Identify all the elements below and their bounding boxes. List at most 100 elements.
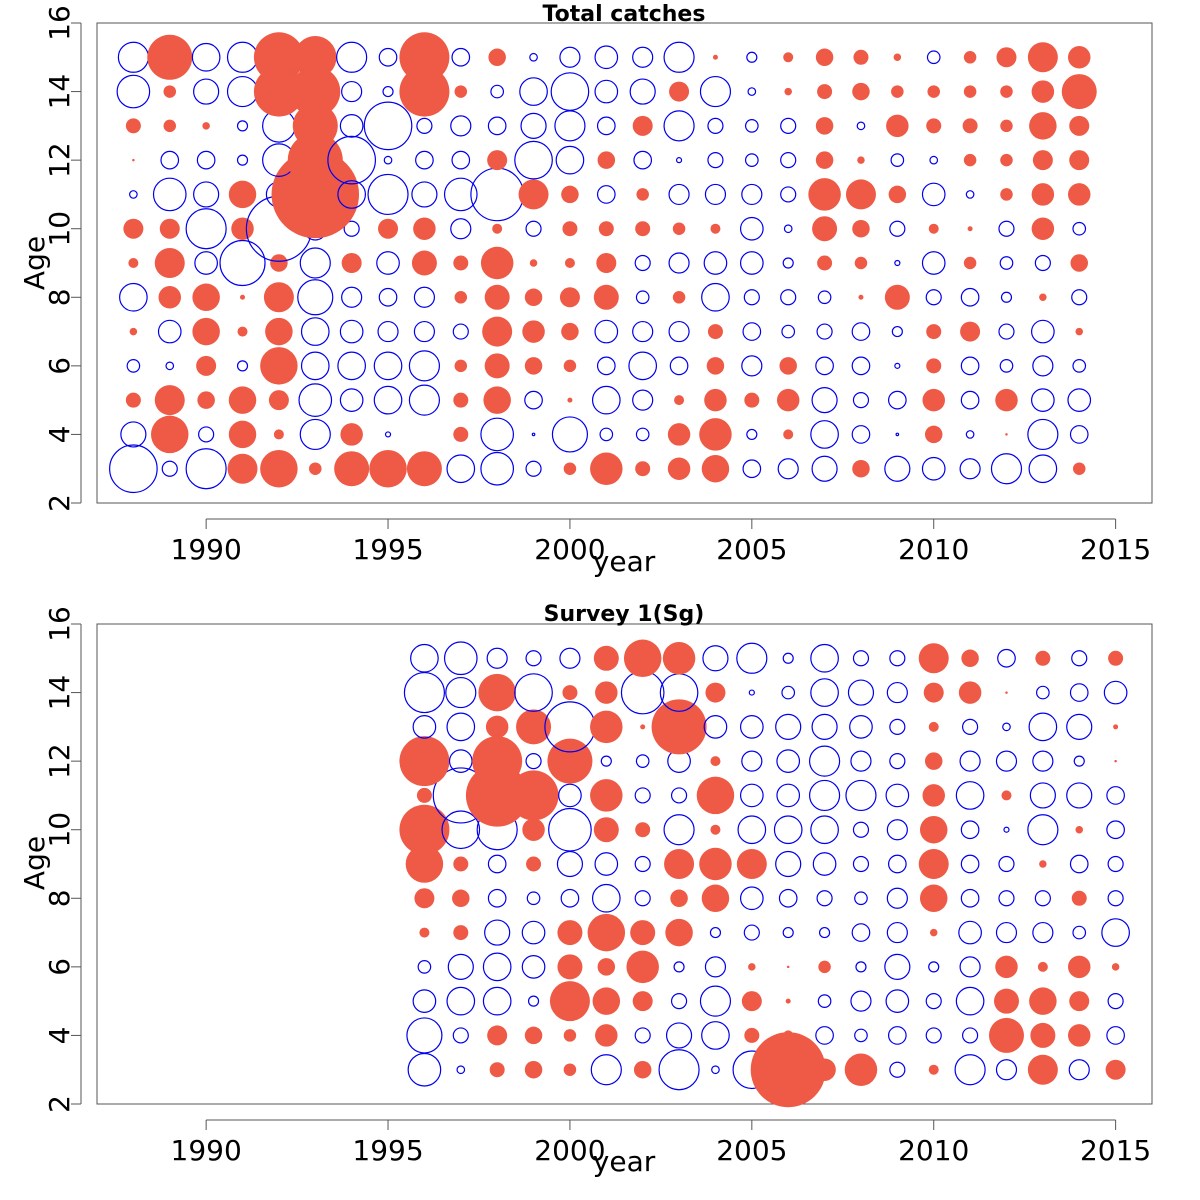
y-tick-label: 12 (43, 743, 76, 779)
bubble-positive (562, 685, 578, 701)
bubble-negative (451, 150, 471, 170)
x-tick-label: 2005 (716, 533, 787, 566)
bubble-negative (741, 750, 763, 772)
bubble-negative (960, 854, 980, 874)
y-tick-label: 8 (43, 889, 76, 907)
bubble-negative (594, 852, 619, 876)
bubble-positive (922, 388, 945, 412)
bubble-negative (747, 87, 757, 96)
bubble-negative (780, 186, 797, 203)
bubble-negative (198, 426, 215, 443)
bubble-negative (962, 1027, 979, 1044)
bubble-negative (1032, 355, 1054, 377)
bubble-positive (993, 988, 1019, 1014)
bubble-negative (960, 287, 980, 307)
bubble-negative (668, 252, 690, 274)
bubble-positive (672, 222, 686, 235)
bubble-negative (817, 994, 832, 1008)
bubble-negative (808, 779, 841, 812)
bubble-positive (592, 987, 621, 1015)
bubble-negative (891, 325, 903, 338)
bubble-positive (1000, 85, 1013, 98)
bubble-positive (1031, 217, 1055, 240)
x-tick-label: 2000 (534, 533, 605, 566)
bubble-negative (742, 322, 762, 341)
bubble-negative (410, 643, 439, 673)
bubble-positive (712, 54, 718, 60)
bubble-positive (260, 449, 298, 488)
bubble-positive (265, 317, 293, 346)
bubble-negative (373, 351, 403, 381)
bubble-positive (815, 48, 834, 67)
y-tick-label: 14 (43, 74, 76, 110)
bubble-negative (551, 416, 589, 453)
bubble-negative (701, 1021, 730, 1050)
bubble-negative (1028, 454, 1058, 484)
bubble-positive (125, 118, 141, 134)
bubble-negative (1107, 993, 1124, 1010)
bubble-positive (1000, 119, 1013, 133)
bubble-negative (886, 921, 908, 944)
bubble-negative (1003, 826, 1010, 833)
bubble-negative (954, 1054, 986, 1086)
bubble-positive (340, 423, 363, 446)
bubble-positive (399, 32, 450, 83)
bubble-positive (595, 681, 618, 704)
bubble-negative (412, 989, 437, 1013)
bubble-negative (704, 183, 727, 206)
bubble-positive (260, 347, 298, 385)
bubble-negative (487, 116, 507, 136)
bubble-negative (1072, 221, 1087, 236)
bubble-positive (1069, 991, 1090, 1012)
bubble-positive (163, 119, 177, 133)
bubble-negative (634, 855, 651, 873)
bubble-negative (851, 322, 871, 341)
bubble-positive (1001, 790, 1012, 801)
bubble-negative (1002, 722, 1011, 732)
bubble-positive (557, 954, 583, 980)
plot-frame (96, 623, 1153, 1105)
bubble-positive (563, 359, 577, 373)
bubble-negative (925, 1027, 942, 1044)
bubble-negative (854, 1028, 868, 1043)
bubble-negative (596, 185, 616, 204)
bubble-negative (373, 385, 403, 415)
x-axis-title: year (593, 1145, 656, 1178)
bubble-negative (669, 356, 689, 376)
bubble-positive (508, 770, 559, 821)
bubble-positive (808, 178, 841, 211)
bubble-positive (674, 395, 685, 406)
bubble-negative (450, 115, 472, 137)
bubble-negative (849, 715, 873, 739)
y-tick-label: 12 (43, 142, 76, 178)
bubble-negative (600, 755, 612, 767)
bubble-negative (739, 216, 764, 241)
bubble-negative (703, 251, 728, 275)
bubble-positive (414, 888, 435, 909)
bubble-negative (885, 989, 910, 1013)
bubble-positive (453, 856, 469, 872)
bubble-positive (253, 32, 304, 83)
bubble-positive (893, 53, 902, 62)
y-tick-label: 16 (43, 5, 76, 41)
bubble-negative (960, 820, 980, 840)
bubble-negative (339, 388, 364, 412)
bubble-negative (998, 855, 1015, 873)
bubble-positive (852, 82, 870, 101)
bubble-layer (399, 639, 1130, 1108)
bubble-positive (453, 925, 469, 941)
bubble-negative (446, 454, 476, 484)
bubble-positive (995, 388, 1018, 412)
bubble-positive (192, 283, 220, 312)
bubble-negative (744, 119, 759, 133)
bubble-positive (1030, 1022, 1056, 1048)
bubble-negative (1036, 685, 1050, 700)
bubble-positive (701, 884, 730, 913)
bubble-negative (484, 919, 511, 946)
x-tick-label: 1995 (352, 533, 423, 566)
bubble-negative (378, 287, 398, 307)
bubble-positive (516, 709, 552, 745)
bubble-positive (197, 391, 215, 409)
x-tick-label: 1990 (171, 1134, 242, 1167)
bubble-negative (117, 41, 149, 73)
